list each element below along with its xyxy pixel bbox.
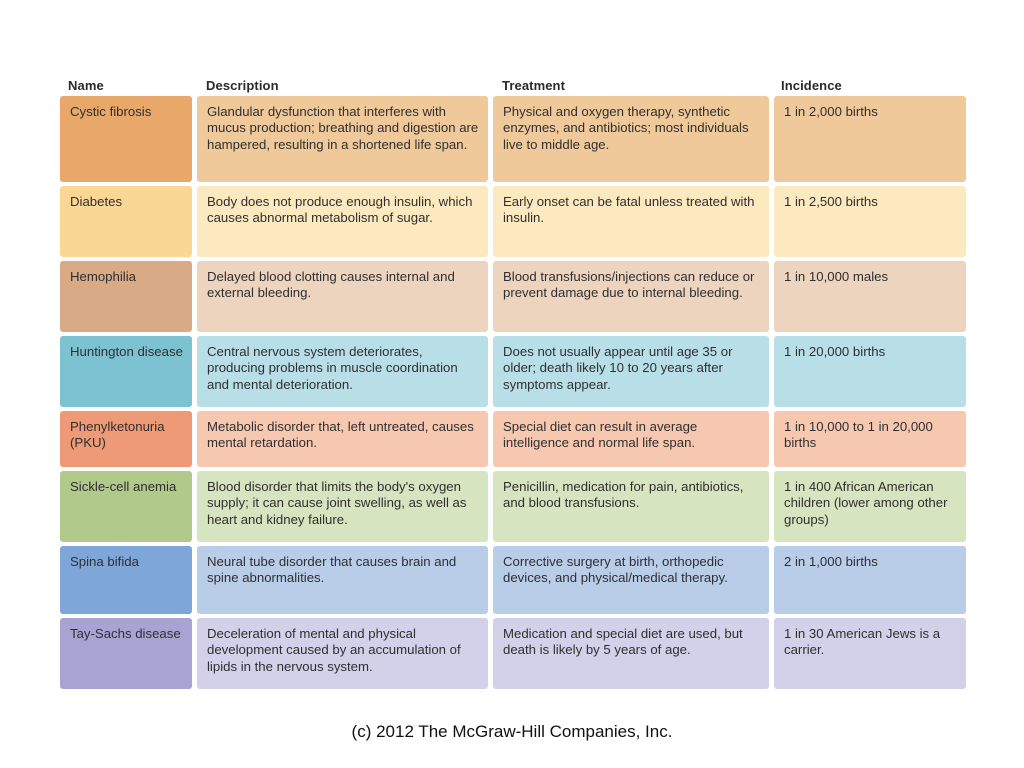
table-row-diabetes: Diabetes Body does not produce enough in… (60, 186, 966, 257)
header-treatment: Treatment (502, 78, 566, 93)
name-cell: Tay-Sachs disease (60, 618, 192, 689)
description-cell: Delayed blood clotting causes internal a… (197, 261, 488, 332)
name-cell: Diabetes (60, 186, 192, 257)
name-cell: Spina bifida (60, 546, 192, 614)
name-cell: Cystic fibrosis (60, 96, 192, 182)
treatment-cell: Medication and special diet are used, bu… (493, 618, 769, 689)
incidence-cell: 1 in 2,500 births (774, 186, 966, 257)
incidence-cell: 1 in 400 African American children (lowe… (774, 471, 966, 542)
treatment-cell: Special diet can result in average intel… (493, 411, 769, 467)
description-cell: Body does not produce enough insulin, wh… (197, 186, 488, 257)
treatment-cell: Physical and oxygen therapy, synthetic e… (493, 96, 769, 182)
incidence-cell: 2 in 1,000 births (774, 546, 966, 614)
table-header-row: Name Description Treatment Incidence (60, 74, 966, 96)
description-cell: Deceleration of mental and physical deve… (197, 618, 488, 689)
table-row-hemophilia: Hemophilia Delayed blood clotting causes… (60, 261, 966, 332)
name-cell: Sickle-cell anemia (60, 471, 192, 542)
genetic-disorders-table: Name Description Treatment Incidence Cys… (60, 74, 966, 689)
table-row-tay-sachs-disease: Tay-Sachs disease Deceleration of mental… (60, 618, 966, 689)
treatment-cell: Blood transfusions/injections can reduce… (493, 261, 769, 332)
name-cell: Phenylketonuria (PKU) (60, 411, 192, 467)
header-incidence: Incidence (781, 78, 842, 93)
table-row-spina-bifida: Spina bifida Neural tube disorder that c… (60, 546, 966, 614)
name-cell: Huntington disease (60, 336, 192, 407)
description-cell: Glandular dysfunction that interferes wi… (197, 96, 488, 182)
incidence-cell: 1 in 2,000 births (774, 96, 966, 182)
incidence-cell: 1 in 30 American Jews is a carrier. (774, 618, 966, 689)
treatment-cell: Penicillin, medication for pain, antibio… (493, 471, 769, 542)
table-row-sickle-cell-anemia: Sickle-cell anemia Blood disorder that l… (60, 471, 966, 542)
description-cell: Metabolic disorder that, left untreated,… (197, 411, 488, 467)
incidence-cell: 1 in 10,000 to 1 in 20,000 births (774, 411, 966, 467)
treatment-cell: Does not usually appear until age 35 or … (493, 336, 769, 407)
table-row-huntington-disease: Huntington disease Central nervous syste… (60, 336, 966, 407)
table-row-phenylketonuria: Phenylketonuria (PKU) Metabolic disorder… (60, 411, 966, 467)
treatment-cell: Early onset can be fatal unless treated … (493, 186, 769, 257)
header-description: Description (206, 78, 279, 93)
description-cell: Neural tube disorder that causes brain a… (197, 546, 488, 614)
description-cell: Central nervous system deteriorates, pro… (197, 336, 488, 407)
name-cell: Hemophilia (60, 261, 192, 332)
header-name: Name (68, 78, 104, 93)
incidence-cell: 1 in 10,000 males (774, 261, 966, 332)
treatment-cell: Corrective surgery at birth, orthopedic … (493, 546, 769, 614)
table-row-cystic-fibrosis: Cystic fibrosis Glandular dysfunction th… (60, 96, 966, 182)
copyright-footer: (c) 2012 The McGraw-Hill Companies, Inc. (351, 722, 673, 741)
incidence-cell: 1 in 20,000 births (774, 336, 966, 407)
description-cell: Blood disorder that limits the body's ox… (197, 471, 488, 542)
